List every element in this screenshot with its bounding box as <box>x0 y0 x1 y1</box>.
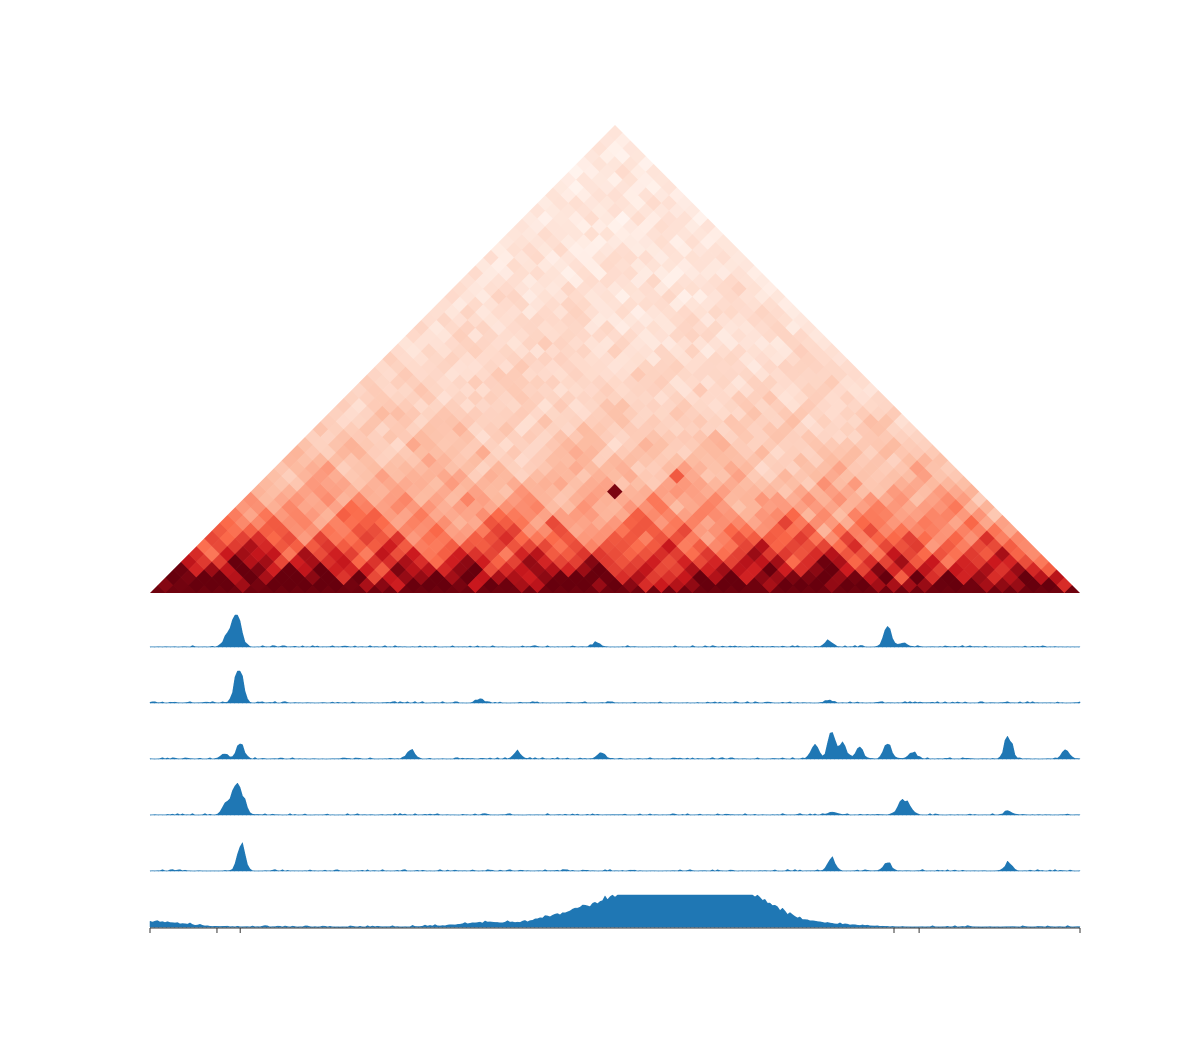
signal-track-6 <box>149 894 1081 928</box>
signal-track-2 <box>149 670 1081 704</box>
signal-tracks <box>149 614 1081 928</box>
genomic-axis <box>149 927 1081 933</box>
signal-track-3 <box>149 732 1081 760</box>
signal-track-4 <box>149 782 1081 816</box>
signal-track-1 <box>149 614 1081 648</box>
heatmap-cell <box>1064 584 1080 593</box>
signal-track-5 <box>149 841 1081 872</box>
contact-heatmap <box>150 125 1080 593</box>
